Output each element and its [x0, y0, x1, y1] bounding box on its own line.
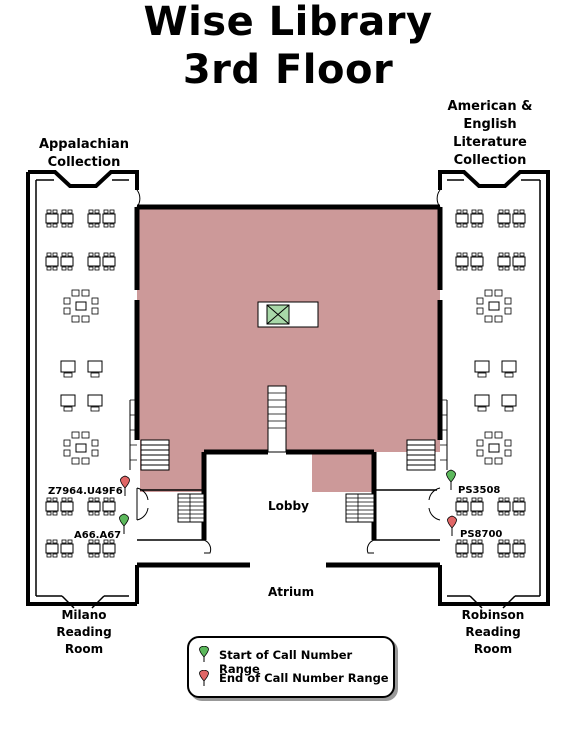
- lobby-label: Lobby: [268, 499, 309, 513]
- center-stair: [267, 385, 287, 453]
- central-walls: [134, 204, 443, 568]
- appalachian-collection-label: Appalachian Collection: [38, 137, 130, 170]
- map-title-line2: 3rd Floor: [182, 47, 394, 93]
- end-pin-icon: [199, 670, 209, 686]
- appalachian-wing: [26, 170, 141, 609]
- call-number-left-start: A66.A67: [74, 530, 122, 541]
- pin-end-left-icon: [120, 475, 130, 496]
- pin-start-right-icon: [446, 469, 456, 490]
- map-title-line1: Wise Library: [143, 0, 433, 45]
- call-number-left-end: Z7964.U49F6: [48, 486, 123, 497]
- stairs-right-lower: [345, 493, 375, 523]
- milano-reading-room-label: Milano Reading Room: [56, 608, 112, 656]
- restricted-area: [137, 207, 440, 492]
- stairs-left-upper: [140, 439, 170, 471]
- legend: Start of Call Number Range End of Call N…: [187, 636, 395, 698]
- american-wing: [436, 170, 550, 609]
- start-pin-icon: [199, 646, 209, 662]
- american-english-literature-label: American & English Literature Collection: [447, 99, 533, 168]
- legend-end-label: End of Call Number Range: [219, 671, 389, 685]
- call-number-right-start: PS3508: [458, 485, 501, 496]
- elevator-icon: [257, 301, 319, 328]
- call-number-right-end: PS8700: [460, 529, 503, 540]
- legend-start-label: Start of Call Number Range: [219, 648, 353, 676]
- pin-end-right-icon: [447, 515, 457, 536]
- pin-start-left-icon: [119, 513, 129, 534]
- atrium-label: Atrium: [268, 585, 315, 599]
- robinson-reading-room-label: Robinson Reading Room: [461, 608, 525, 656]
- stairs-right-upper: [406, 439, 436, 471]
- stairs-left-lower: [177, 493, 205, 523]
